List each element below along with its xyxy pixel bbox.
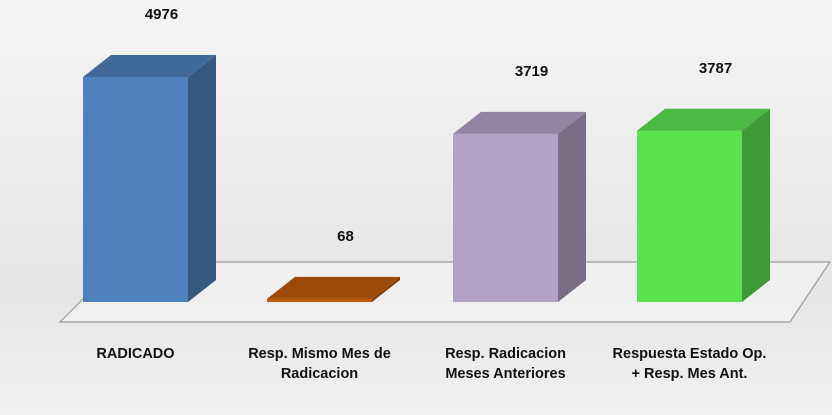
bar-face [83, 77, 188, 302]
bar-face [267, 276, 400, 299]
bar-face [453, 133, 558, 302]
x-tick-label: Resp. Radicacion Meses Anteriores [445, 346, 566, 382]
bar-face [637, 108, 770, 131]
x-tick-label: RADICADO [96, 346, 175, 362]
bar-face [453, 111, 586, 134]
value-label: 3787 [699, 60, 732, 77]
bar [267, 276, 400, 302]
value-label: 3719 [515, 63, 548, 80]
bar [453, 111, 586, 302]
x-tick-label: Resp. Mismo Mes de Radicacion [248, 346, 391, 382]
bar [637, 108, 770, 302]
bar-face [742, 108, 770, 302]
bar-face [188, 55, 216, 302]
bar-face [267, 298, 372, 302]
value-label: 68 [337, 228, 354, 245]
bar-face [558, 111, 586, 302]
bar [83, 55, 216, 302]
bar-face [372, 276, 400, 302]
bar-face [637, 130, 742, 302]
value-label: 4976 [145, 6, 178, 23]
bar-face [83, 55, 216, 77]
x-tick-label: Respuesta Estado Op. + Resp. Mes Ant. [612, 346, 767, 382]
